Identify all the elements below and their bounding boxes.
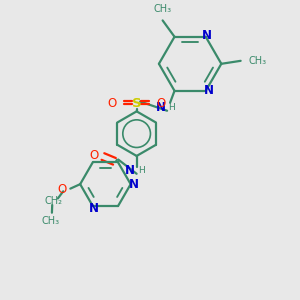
Text: N: N [129,178,139,191]
Text: N: N [202,29,212,42]
Text: H: H [138,166,145,175]
Text: CH₃: CH₃ [249,56,267,66]
Text: CH₃: CH₃ [154,4,172,14]
Text: CH₂: CH₂ [44,196,62,206]
Text: S: S [132,98,141,110]
Text: O: O [57,183,66,196]
Text: N: N [89,202,99,215]
Text: N: N [125,164,135,177]
Text: N: N [156,101,166,114]
Text: H: H [169,103,175,112]
Text: O: O [89,149,99,162]
Text: O: O [157,98,166,110]
Text: O: O [107,98,116,110]
Text: CH₃: CH₃ [41,216,59,226]
Text: N: N [204,84,214,97]
